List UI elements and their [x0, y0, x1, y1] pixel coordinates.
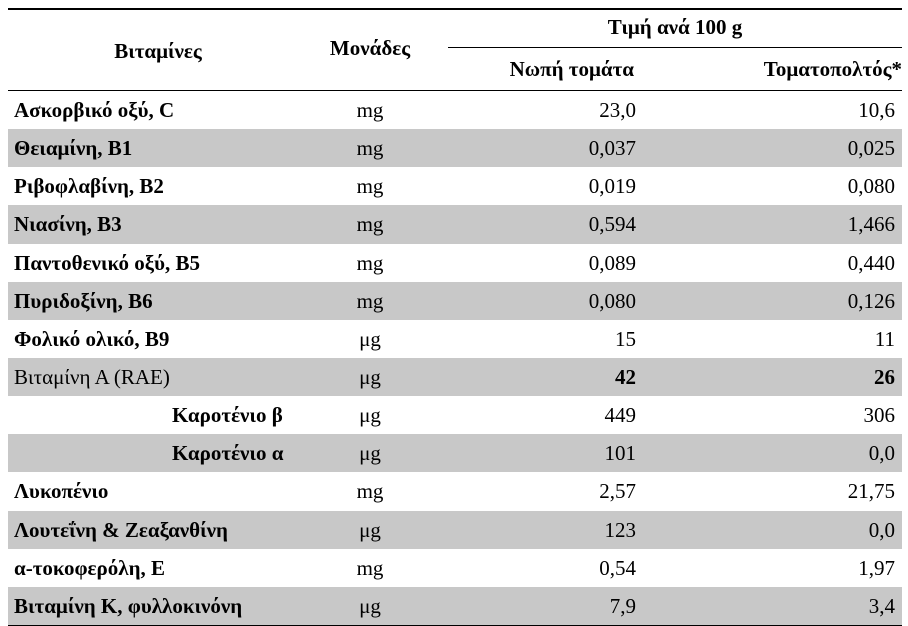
vitamin-name: Καροτένιο α [172, 441, 284, 466]
table-row: Βιταμίνη Κ, φυλλοκινόνη μg 7,9 3,4 [8, 586, 902, 626]
fresh-value: 23,0 [599, 98, 636, 122]
table-header: Βιταμίνες Μονάδες Τιμή ανά 100 g Νωπή το… [8, 10, 902, 91]
header-units: Μονάδες [329, 36, 411, 60]
fresh-value: 0,019 [588, 174, 636, 199]
vitamin-table: Βιταμίνες Μονάδες Τιμή ανά 100 g Νωπή το… [8, 8, 902, 626]
table-row: α-τοκοφερόλη, Ε mg 0,54 1,97 [8, 549, 902, 587]
header-value-per-100g: Τιμή ανά 100 g [607, 15, 743, 39]
fresh-value: 0,594 [588, 212, 636, 237]
table-row: Νιασίνη, Β3 mg 0,594 1,466 [8, 205, 902, 244]
header-sub-rule [448, 47, 902, 48]
fresh-value: 7,9 [609, 593, 636, 618]
paste-value: 10,6 [858, 98, 895, 122]
unit: μg [359, 593, 381, 618]
unit: μg [359, 364, 381, 389]
table-row: Λουτεΐνη & Ζεαξανθίνη μg 123 0,0 [8, 510, 902, 549]
fresh-value: 0,037 [588, 136, 636, 161]
vitamin-name: Βιταμίνη Κ, φυλλοκινόνη [14, 593, 243, 618]
vitamin-name: α-τοκοφερόλη, Ε [14, 555, 166, 580]
vitamin-name: Φολικό ολικό, Β9 [14, 326, 170, 351]
vitamin-name: Ριβοφλαβίνη, Β2 [14, 174, 164, 199]
table-row: Ασκορβικό οξύ, C mg 23,0 10,6 [8, 91, 902, 129]
paste-value: 1,466 [847, 212, 895, 237]
paste-value: 21,75 [847, 479, 895, 504]
paste-value: 0,126 [847, 288, 895, 313]
vitamin-name: Παντοθενικό οξύ, Β5 [14, 250, 201, 275]
unit: mg [356, 250, 384, 275]
header-vitamins: Βιταμίνες [114, 39, 202, 63]
unit: μg [359, 403, 381, 428]
vitamin-name: Λουτεΐνη & Ζεαξανθίνη [14, 517, 228, 542]
paste-value: 26 [874, 364, 895, 389]
unit: mg [356, 288, 384, 313]
paste-value: 0,0 [868, 441, 895, 466]
fresh-value: 15 [615, 326, 636, 351]
table-row: Βιταμίνη Α (RAE) μg 42 26 [8, 357, 902, 397]
table-row: Λυκοπένιο mg 2,57 21,75 [8, 472, 902, 510]
table-row: Παντοθενικό οξύ, Β5 mg 0,089 0,440 [8, 244, 902, 282]
paste-value: 306 [863, 403, 896, 428]
vitamin-name: Θειαμίνη, Β1 [14, 136, 133, 161]
unit: μg [359, 441, 381, 466]
table-top-rule [8, 8, 902, 10]
paste-value: 11 [874, 326, 895, 351]
unit: μg [359, 517, 381, 542]
table-row: Πυριδοξίνη, Β6 mg 0,080 0,126 [8, 281, 902, 320]
paste-value: 0,0 [868, 517, 895, 542]
vitamin-name: Βιταμίνη Α (RAE) [14, 364, 170, 389]
table-row: Φολικό ολικό, Β9 μg 15 11 [8, 320, 902, 358]
paste-value: 0,080 [847, 174, 895, 199]
fresh-value: 123 [604, 517, 637, 542]
unit: mg [356, 479, 384, 504]
paste-value: 1,97 [858, 555, 895, 580]
fresh-value: 0,54 [599, 555, 636, 580]
table-row: Καροτένιο α μg 101 0,0 [8, 434, 902, 473]
paste-value: 0,440 [847, 250, 895, 275]
header-fresh-tomato: Νωπή τομάτα [509, 57, 634, 81]
vitamin-name: Καροτένιο β [172, 403, 283, 428]
fresh-value: 0,080 [588, 288, 636, 313]
vitamin-name: Λυκοπένιο [14, 479, 109, 504]
unit: mg [356, 174, 384, 199]
vitamin-name: Ασκορβικό οξύ, C [14, 98, 175, 122]
unit: μg [359, 326, 381, 351]
unit: mg [356, 136, 384, 161]
table-body: Ασκορβικό οξύ, C mg 23,0 10,6 Θειαμίνη, … [8, 91, 902, 626]
unit: mg [356, 555, 384, 580]
paste-value: 0,025 [847, 136, 895, 161]
paste-value: 3,4 [868, 593, 895, 618]
header-tomato-paste: Τοματοπολτός* [763, 57, 902, 81]
vitamin-name: Νιασίνη, Β3 [14, 212, 122, 237]
table-row: Θειαμίνη, Β1 mg 0,037 0,025 [8, 129, 902, 168]
fresh-value: 449 [604, 403, 637, 428]
fresh-value: 0,089 [588, 250, 636, 275]
fresh-value: 42 [615, 364, 636, 389]
fresh-value: 2,57 [599, 479, 636, 504]
unit: mg [356, 212, 384, 237]
table-row: Καροτένιο β μg 449 306 [8, 396, 902, 434]
table-row: Ριβοφλαβίνη, Β2 mg 0,019 0,080 [8, 167, 902, 205]
vitamin-name: Πυριδοξίνη, Β6 [14, 288, 153, 313]
fresh-value: 101 [604, 441, 637, 466]
unit: mg [356, 98, 384, 122]
